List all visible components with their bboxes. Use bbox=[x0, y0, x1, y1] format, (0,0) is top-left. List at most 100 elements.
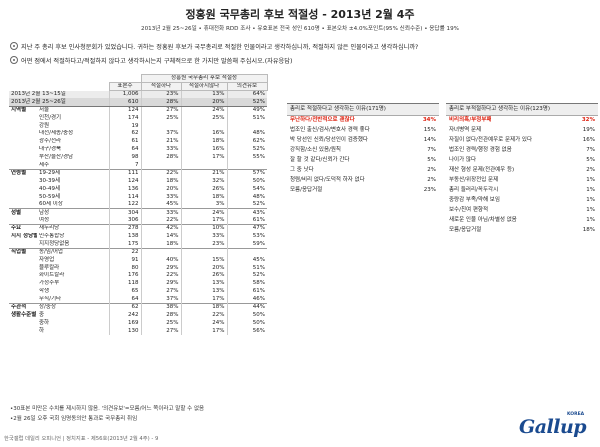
table-row: 주관적 상/중상 62 38% 18% 44% bbox=[9, 303, 267, 312]
header-blank bbox=[109, 74, 141, 83]
table-cell: 24% bbox=[180, 208, 227, 217]
row-group-label bbox=[9, 256, 37, 264]
gallup-logo: KOREA Gallup bbox=[519, 412, 595, 440]
table-cell: 22% bbox=[140, 216, 181, 225]
table-row: 40-49세 136 20% 26% 54% bbox=[9, 185, 267, 194]
footer: 한국갤럽 데일리 오피니언 | 정치지표 - 제56호(2013년 2월 4주)… bbox=[4, 436, 159, 442]
table-cell: 51% bbox=[226, 264, 267, 272]
table-cell: 28% bbox=[140, 311, 181, 320]
table-cell: 47% bbox=[226, 224, 267, 233]
table-row: 자영업 91 40% 15% 45% bbox=[9, 256, 267, 265]
row-sub-label: 민주통합당 bbox=[39, 232, 65, 239]
column-header: 의견유보 bbox=[226, 82, 268, 91]
table-cell: 56% bbox=[226, 327, 267, 336]
table-cell: 44% bbox=[226, 303, 267, 312]
reason-value: 1% bbox=[586, 217, 595, 223]
row-group-label: 성별 bbox=[9, 208, 37, 217]
table-cell: 18% bbox=[140, 240, 181, 249]
table-cell: 46% bbox=[226, 295, 267, 304]
table-cell: 26% bbox=[180, 271, 227, 280]
table-cell bbox=[180, 247, 227, 257]
table-row: 주요 새누리당 278 42% 10% 47% bbox=[9, 224, 267, 233]
table-cell: 15% bbox=[180, 256, 227, 265]
table-cell: 306 bbox=[108, 216, 141, 225]
table-cell: 58% bbox=[226, 279, 267, 288]
reason-value: 7% bbox=[586, 147, 595, 153]
list-item: 새로운 인물 아님/차별성 없음 1% bbox=[446, 216, 598, 226]
table-cell: 61 bbox=[108, 137, 141, 146]
table-cell: 17% bbox=[180, 327, 227, 336]
reason-value: 1% bbox=[586, 187, 595, 193]
reason-value: 2% bbox=[427, 177, 436, 183]
row-group-label bbox=[9, 217, 37, 225]
table-cell: 18% bbox=[180, 193, 227, 201]
list-item: 무난하다/전반적으로 괜찮다 34% bbox=[287, 116, 439, 126]
table-cell: 62% bbox=[226, 137, 267, 146]
table-cell: 169 bbox=[108, 319, 141, 328]
row-sub-label: 가정주부 bbox=[39, 280, 60, 287]
table-cell bbox=[140, 247, 181, 257]
reasons-inappropriate-table: 총리로 부적절하다고 생각하는 이유(123명) 비리의혹/부정부패 32% 자녀병… bbox=[446, 103, 598, 236]
reason-value: 7% bbox=[427, 147, 436, 153]
table-cell: 64% bbox=[226, 90, 267, 99]
table-cell: 29% bbox=[140, 264, 181, 272]
table-cell: 62 bbox=[108, 303, 141, 312]
list-item: 청렴/비리 없다/도덕적 하자 없다 2% bbox=[287, 176, 439, 186]
table-cell: 136 bbox=[108, 185, 141, 194]
table-cell: 50% bbox=[226, 311, 267, 320]
table-row: 지지정당없음 175 18% 23% 59% bbox=[9, 240, 267, 249]
row-sub-label: 광주/전라 bbox=[39, 138, 62, 145]
table-row: 부산/울산/경남 98 28% 17% 55% bbox=[9, 153, 267, 162]
table-cell: 33% bbox=[140, 145, 181, 154]
table-cell: 48% bbox=[226, 129, 267, 138]
row-group-label: 지지 정당별 bbox=[11, 232, 37, 239]
table-group-header: 정홍원 국무총리 후보 적절성 bbox=[140, 74, 268, 83]
list-item: 법조인 경력/행정 경험 없음 7% bbox=[446, 146, 598, 156]
table-cell bbox=[226, 161, 267, 170]
table-cell: 32% bbox=[180, 177, 227, 186]
row-sub-label: 화이트칼라 bbox=[39, 272, 65, 279]
row-group-label bbox=[9, 240, 37, 248]
reason-value: 16% bbox=[582, 137, 595, 143]
reason-value: 1% bbox=[586, 207, 595, 213]
table-cell: 49% bbox=[226, 105, 267, 115]
table-cell: 22% bbox=[140, 168, 181, 178]
reason-value: 23% bbox=[423, 187, 436, 193]
table-cell: 20% bbox=[140, 185, 181, 194]
table-row: 50-59세 114 33% 18% 48% bbox=[9, 193, 267, 201]
table-cell: 45% bbox=[140, 200, 181, 209]
row-group-label: 주관적 bbox=[9, 303, 37, 312]
table-cell: 37% bbox=[140, 295, 181, 304]
list-item: 나이가 많다 5% bbox=[446, 156, 598, 166]
table-cell bbox=[180, 161, 227, 170]
list-item: 비리의혹/부정부패 32% bbox=[446, 116, 598, 126]
row-sub-label: 인천/경기 bbox=[39, 114, 62, 121]
reasons-inappropriate-header: 총리로 부적절하다고 생각하는 이유(123명) bbox=[446, 103, 598, 116]
row-sub-label: 부산/울산/경남 bbox=[39, 154, 74, 161]
list-item: 보수/친여 편향적 1% bbox=[446, 206, 598, 216]
table-cell: 45% bbox=[226, 256, 267, 265]
table-cell: 17% bbox=[180, 295, 227, 304]
reason-value: 2% bbox=[586, 167, 595, 173]
table-cell: 21% bbox=[180, 168, 227, 178]
list-item: 법조인 출신/검사/변호사 경력 좋다 15% bbox=[287, 126, 439, 136]
table-cell: 19 bbox=[108, 122, 141, 130]
table-cell: 25% bbox=[140, 319, 181, 328]
table-cell: 64 bbox=[108, 145, 141, 154]
reason-value: 2% bbox=[427, 167, 436, 173]
table-cell: 130 bbox=[108, 327, 141, 336]
reason-label: 나이가 많다 bbox=[449, 157, 477, 163]
total-row-label: 2013년 2월 13~15일 bbox=[9, 90, 109, 99]
table-cell: 124 bbox=[108, 177, 141, 186]
table-row: 연령별 19-29세 111 22% 21% 57% bbox=[9, 168, 267, 178]
reason-value: 18% bbox=[582, 227, 595, 233]
row-sub-label: 중 bbox=[39, 311, 45, 318]
table-cell: 27% bbox=[140, 287, 181, 296]
row-group-label bbox=[9, 146, 37, 154]
table-row: 여성 306 22% 17% 61% bbox=[9, 216, 267, 225]
row-sub-label: 남성 bbox=[37, 208, 109, 217]
row-group-label bbox=[9, 177, 37, 185]
row-sub-label: 학생 bbox=[39, 288, 50, 295]
table-row: 대전/세종/충청 62 37% 16% 48% bbox=[9, 129, 267, 138]
list-item: 재산 형성 문제(전관예우 등) 2% bbox=[446, 166, 598, 176]
